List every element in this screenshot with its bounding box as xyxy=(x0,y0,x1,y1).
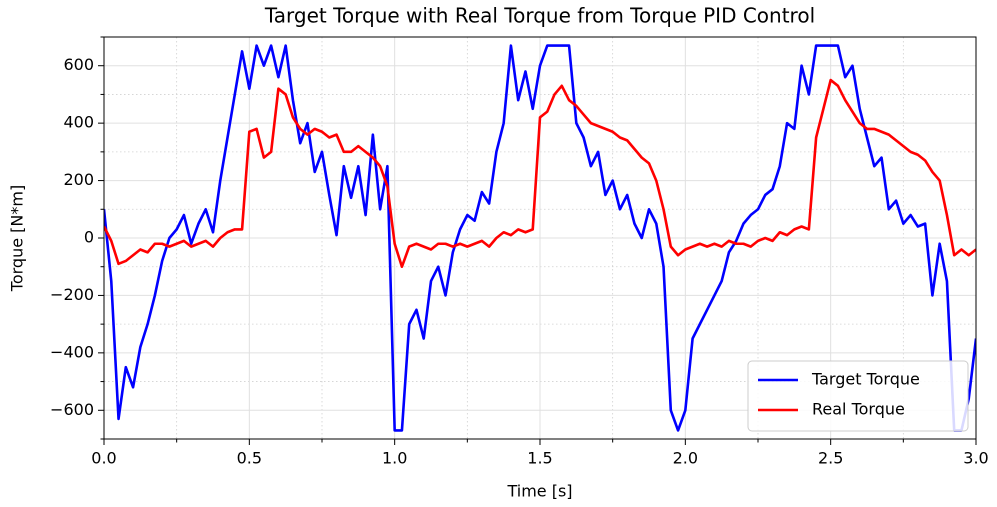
x-tick-label: 0.5 xyxy=(237,449,262,468)
y-axis-label: Torque [N*m] xyxy=(8,185,27,292)
plot-frame xyxy=(103,36,977,440)
x-tick-label: 0.0 xyxy=(91,449,116,468)
y-tick-label: 600 xyxy=(63,55,94,74)
y-tick-label: 200 xyxy=(63,170,94,189)
y-tick-label: −600 xyxy=(50,400,94,419)
legend-label: Real Torque xyxy=(812,400,905,419)
legend-label: Target Torque xyxy=(811,370,920,389)
legend-box xyxy=(747,360,969,432)
y-tick-label: 0 xyxy=(84,228,94,247)
y-tick-label: −200 xyxy=(50,285,94,304)
series-line xyxy=(104,44,976,432)
series-line xyxy=(104,78,976,269)
x-axis-label: Time [s] xyxy=(506,482,572,501)
x-tick-label: 2.0 xyxy=(673,449,698,468)
x-tick-label: 3.0 xyxy=(963,449,988,468)
y-tick-label: −400 xyxy=(50,342,94,361)
chart-title: Target Torque with Real Torque from Torq… xyxy=(264,4,815,28)
x-tick-label: 2.5 xyxy=(818,449,843,468)
x-tick-label: 1.0 xyxy=(382,449,407,468)
y-tick-label: 400 xyxy=(63,113,94,132)
x-tick-label: 1.5 xyxy=(527,449,552,468)
